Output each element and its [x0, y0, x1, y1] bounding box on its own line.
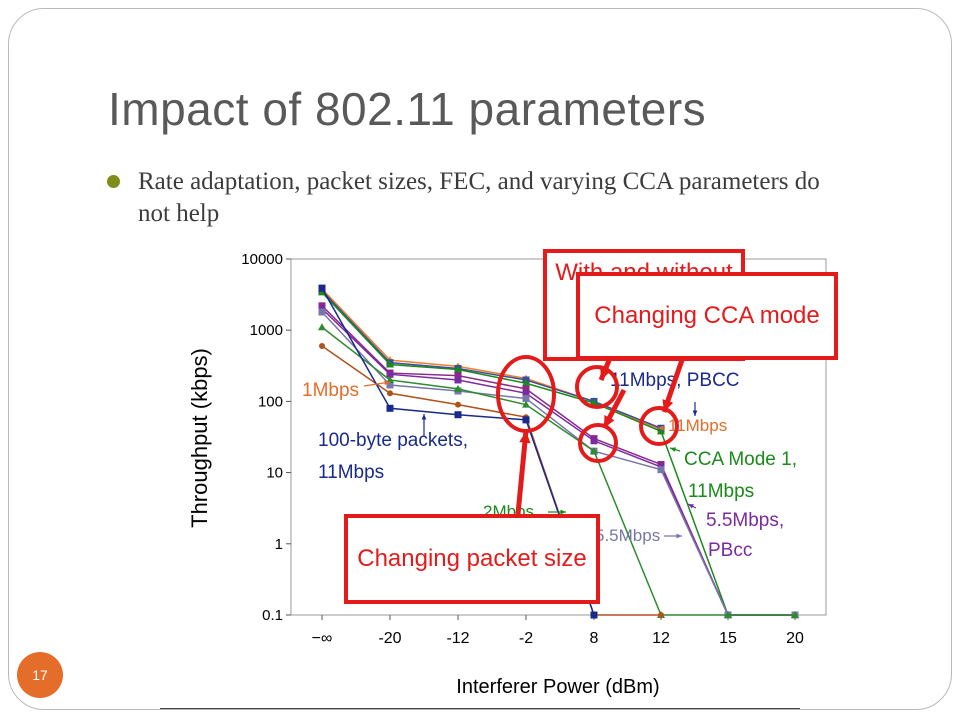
x-tick-label: 12: [652, 630, 670, 647]
chart-annotation: 5.5Mbps: [595, 526, 660, 545]
data-point: [791, 611, 799, 618]
annotation-arrowhead: [688, 504, 694, 509]
data-point: [386, 381, 394, 389]
data-point: [318, 323, 326, 331]
slide-title: Impact of 802.11 parameters: [108, 83, 707, 135]
annotation-arrowhead: [560, 509, 566, 515]
y-tick-label: 0.1: [262, 607, 283, 624]
annotation-arrowhead: [421, 414, 427, 420]
data-point: [454, 384, 462, 392]
data-point: [318, 284, 326, 292]
callout-arrow: [515, 430, 529, 515]
data-point: [387, 390, 393, 397]
data-point: [590, 611, 598, 619]
data-point: [454, 376, 462, 384]
y-tick-label: 100: [258, 393, 283, 410]
y-tick-label: 1: [275, 536, 283, 553]
data-point: [522, 400, 530, 408]
series-line: [321, 345, 661, 616]
series-line: [321, 326, 795, 616]
data-point: [658, 612, 664, 618]
x-tick-label: 15: [719, 630, 737, 647]
page-number-badge: 17: [17, 652, 63, 698]
x-tick-label: -12: [446, 630, 469, 647]
x-axis-title: Interferer Power (dBm): [456, 676, 659, 698]
y-tick-label: 1000: [250, 322, 283, 339]
x-tick-label: -2: [519, 630, 533, 647]
annotation-arrowhead: [384, 380, 390, 386]
bullet-item: Rate adaptation, packet sizes, FEC, and …: [107, 166, 830, 230]
data-point: [318, 308, 326, 316]
data-point: [522, 416, 530, 424]
x-tick-label: 20: [786, 630, 804, 647]
highlight-circle: [575, 365, 619, 409]
data-point: [724, 611, 732, 618]
y-tick-label: 10: [266, 465, 283, 482]
callout-arrowhead: [519, 431, 531, 444]
chart-annotation: 11Mbps: [318, 462, 384, 483]
data-point: [522, 394, 530, 402]
data-point: [657, 427, 665, 435]
data-point: [522, 385, 530, 393]
highlight-circle: [578, 423, 618, 463]
data-point: [590, 447, 598, 455]
annotation-arrowhead: [692, 410, 698, 416]
annotation-arrowhead: [676, 533, 682, 539]
highlight-circle: [639, 406, 679, 446]
chart-annotation: 1Mbps: [302, 380, 359, 401]
y-axis-title: Throughput (kbps): [187, 348, 212, 528]
data-point: [386, 404, 394, 412]
callout-changing-cca-mode: Changing CCA mode: [576, 272, 838, 360]
data-point: [590, 437, 598, 445]
data-point: [386, 360, 394, 368]
data-point: [319, 342, 325, 349]
data-point: [657, 466, 665, 474]
callout-changing-packet-size: Changing packet size: [344, 514, 600, 604]
data-point: [454, 365, 462, 373]
annotation-arrowhead: [658, 425, 664, 431]
x-tick-label: -20: [378, 630, 401, 647]
callout-arrowhead: [604, 415, 615, 428]
bullet-dot-icon: [107, 175, 120, 188]
chart-annotation: PBcc: [708, 540, 752, 561]
series-line: [321, 291, 795, 616]
data-point: [386, 370, 394, 378]
chart-annotation: 5.5Mbps,: [706, 510, 784, 531]
y-tick-label: 10000: [241, 251, 283, 268]
callout-arrowhead: [600, 367, 611, 380]
data-point: [318, 288, 326, 296]
callout-arrowhead: [662, 399, 674, 412]
chart-annotation: CCA Mode 1,: [684, 449, 797, 470]
data-point: [522, 379, 530, 387]
annotation-arrowhead: [670, 447, 676, 452]
data-point: [454, 372, 462, 380]
x-tick-label: −∞: [312, 630, 333, 647]
data-point: [522, 389, 530, 397]
chart-annotation: 11Mbps: [688, 481, 754, 502]
footer-divider: [160, 708, 800, 709]
chart-annotation: 11Mbps: [668, 416, 727, 435]
series-line: [321, 311, 795, 616]
x-tick-label: 8: [590, 630, 599, 647]
data-point: [454, 411, 462, 419]
data-point: [590, 398, 598, 406]
chart-annotation: 100-byte packets,: [318, 430, 468, 451]
data-point: [386, 375, 394, 383]
data-point: [455, 401, 461, 408]
bullet-text: Rate adaptation, packet sizes, FEC, and …: [138, 168, 820, 227]
